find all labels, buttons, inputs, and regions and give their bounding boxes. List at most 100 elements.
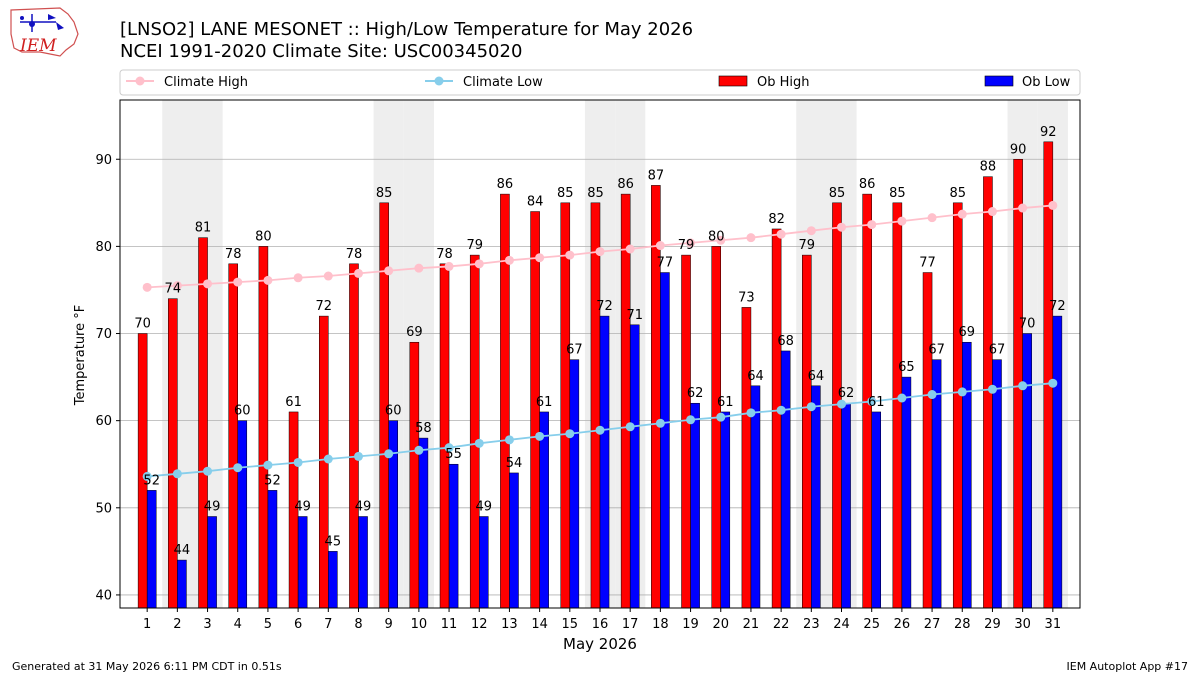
- y-axis-title: Temperature °F: [73, 305, 88, 406]
- ob-low-value-day-8: 49: [355, 500, 372, 515]
- x-tick-label-11: 11: [441, 617, 458, 632]
- ob-high-value-day-1: 70: [134, 317, 151, 332]
- x-tick-label-16: 16: [592, 617, 609, 632]
- ob-high-bar-day-8: [349, 263, 359, 609]
- ob-low-bar-day-26: [901, 376, 912, 609]
- climate-high-point-day-25: [867, 220, 877, 230]
- ob-low-value-day-17: 71: [626, 308, 643, 323]
- ob-low-bar-day-15: [569, 359, 580, 609]
- x-tick-label-6: 6: [294, 617, 302, 632]
- ob-low-value-day-31: 72: [1049, 299, 1066, 314]
- climate-low-point-day-10: [414, 445, 424, 455]
- weather-station-icon: [20, 14, 64, 32]
- ob-low-value-day-28: 69: [959, 325, 976, 340]
- ob-high-bar-day-28: [952, 202, 963, 609]
- ob-low-value-day-26: 65: [898, 360, 915, 375]
- ob-high-bar-day-19: [681, 254, 691, 609]
- climate-high-point-day-15: [565, 250, 575, 260]
- climate-high-point-day-14: [535, 253, 545, 263]
- x-tick-label-21: 21: [743, 617, 760, 632]
- ob-low-value-day-2: 44: [174, 543, 191, 558]
- x-tick-label-24: 24: [833, 617, 850, 632]
- ob-low-bar-day-17: [629, 324, 640, 609]
- climate-low-point-day-14: [535, 431, 545, 441]
- ob-high-value-day-7: 72: [316, 299, 333, 314]
- climate-high-point-day-28: [957, 209, 967, 219]
- ob-high-bar-day-17: [620, 193, 631, 609]
- x-tick-label-19: 19: [682, 617, 699, 632]
- climate-low-point-day-7: [323, 454, 333, 464]
- ob-low-bar-day-22: [780, 350, 791, 609]
- ob-low-bar-day-19: [690, 402, 700, 609]
- ob-high-value-day-24: 85: [829, 186, 846, 201]
- ob-high-value-day-10: 69: [406, 325, 423, 340]
- legend-marker-climate-high: [135, 76, 145, 86]
- x-tick-label-25: 25: [863, 617, 880, 632]
- climate-low-point-day-16: [595, 425, 605, 435]
- ob-high-value-day-12: 79: [466, 238, 483, 253]
- bar-value-labels: 70 52 74 44 81 49 78 60 80 52 61 49 72 45 78 49 85 60 69 58…: [134, 125, 1065, 558]
- ob-low-bar-day-5: [267, 490, 278, 609]
- ob-high-bar-day-27: [922, 272, 933, 609]
- climate-low-point-day-18: [655, 418, 665, 428]
- ob-high-value-day-26: 85: [889, 186, 906, 201]
- ob-low-bar-day-30: [1022, 333, 1032, 609]
- y-tick-label-70: 70: [95, 327, 112, 342]
- ob-high-bar-day-26: [892, 202, 903, 609]
- ob-low-value-day-30: 70: [1019, 317, 1036, 332]
- ob-low-bar-day-31: [1052, 315, 1063, 609]
- ob-low-value-day-3: 49: [204, 500, 221, 515]
- x-tick-label-14: 14: [531, 617, 548, 632]
- x-tick-label-27: 27: [924, 617, 941, 632]
- y-tick-label-50: 50: [95, 501, 112, 516]
- climate-high-point-day-20: [716, 235, 726, 245]
- x-tick-label-1: 1: [143, 617, 151, 632]
- chart-title: [LNSO2] LANE MESONET :: High/Low Tempera…: [120, 19, 693, 40]
- iem-logo: IEM: [10, 7, 79, 57]
- climate-low-point-day-31: [1048, 378, 1058, 388]
- y-tick-label-80: 80: [95, 240, 112, 255]
- ob-high-value-day-19: 79: [678, 238, 695, 253]
- x-tick-label-30: 30: [1014, 617, 1031, 632]
- ob-high-value-day-25: 86: [859, 177, 876, 192]
- climate-low-point-day-22: [776, 405, 786, 415]
- x-tick-label-28: 28: [954, 617, 971, 632]
- legend-item-ob-low: Ob Low: [984, 75, 1071, 90]
- climate-low-point-day-3: [203, 466, 213, 476]
- climate-low-point-day-2: [172, 469, 182, 479]
- ob-low-bar-day-13: [509, 472, 519, 609]
- climate-low-point-day-6: [293, 457, 303, 467]
- ob-low-bar-day-21: [750, 385, 761, 609]
- ob-low-bar-day-10: [418, 437, 429, 609]
- ob-high-value-day-15: 85: [557, 186, 574, 201]
- climate-high-point-day-16: [595, 247, 605, 257]
- ob-low-bar-day-20: [720, 411, 731, 609]
- climate-high-point-day-22: [776, 229, 786, 239]
- ob-low-value-day-25: 61: [868, 395, 885, 410]
- weekend-bands: [162, 100, 1068, 608]
- climate-high-point-day-9: [384, 266, 394, 276]
- ob-high-value-day-20: 80: [708, 229, 725, 244]
- x-tick-label-18: 18: [652, 617, 669, 632]
- x-tick-label-15: 15: [562, 617, 579, 632]
- ob-high-value-day-22: 82: [768, 212, 785, 227]
- y-tick-label-40: 40: [95, 588, 112, 603]
- climate-high-point-day-12: [474, 259, 484, 269]
- climate-low-point-day-12: [474, 438, 484, 448]
- ob-low-bar-day-14: [539, 411, 549, 609]
- climate-high-point-day-3: [203, 279, 213, 289]
- climate-high-point-day-19: [686, 238, 696, 248]
- ob-low-value-day-15: 67: [566, 343, 583, 358]
- ob-low-value-day-24: 62: [838, 386, 855, 401]
- climate-low-point-day-21: [746, 408, 756, 418]
- y-axis-ticks: 40 50 60 70 80 90: [95, 153, 120, 603]
- climate-low-point-day-28: [957, 387, 967, 397]
- ob-high-bar-day-5: [258, 246, 269, 609]
- ob-high-bar-day-4: [228, 263, 238, 609]
- ob-high-bar-day-2: [168, 298, 178, 609]
- climate-high-point-day-6: [293, 273, 303, 283]
- ob-low-value-day-12: 49: [476, 500, 493, 515]
- x-axis-ticks: 1 2 3 4 5 6 7 8 9 10 11 12 13 14 15 16 17 18 19 20 21 22 23 24 2…: [143, 608, 1061, 632]
- ob-low-bar-day-12: [478, 516, 489, 609]
- climate-high-point-day-26: [897, 216, 907, 226]
